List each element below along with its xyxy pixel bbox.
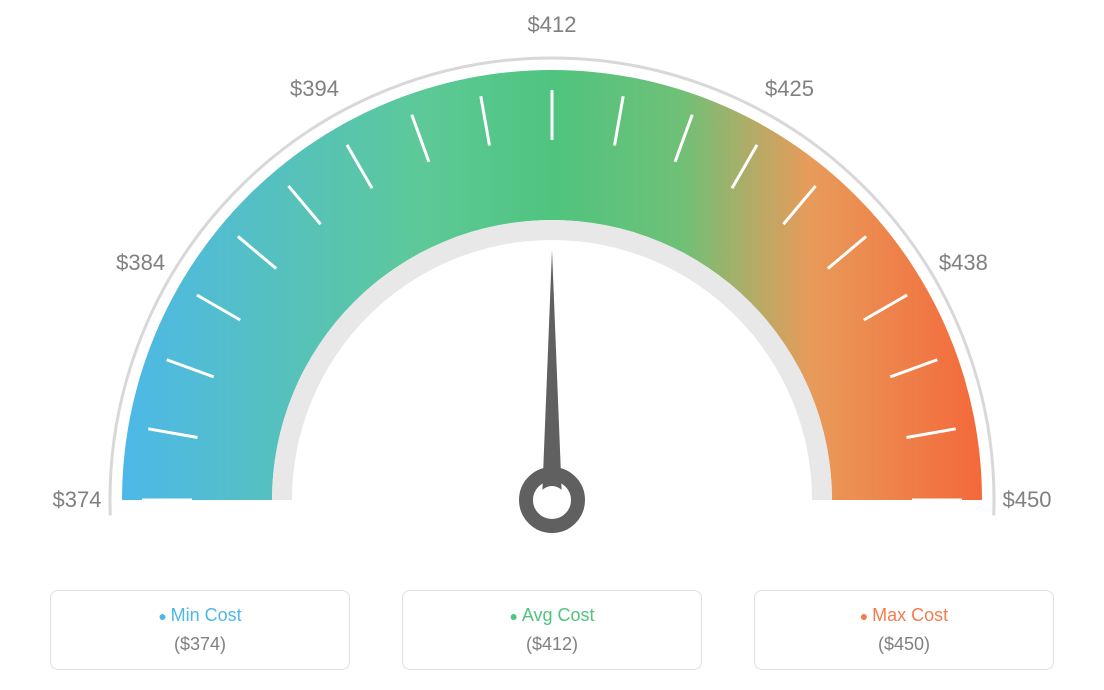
legend-min: Min Cost ($374) <box>50 590 350 670</box>
gauge-svg <box>0 0 1104 560</box>
legend-min-label: Min Cost <box>71 605 329 626</box>
legend-max: Max Cost ($450) <box>754 590 1054 670</box>
legend-avg-value: ($412) <box>423 634 681 655</box>
legend-min-value: ($374) <box>71 634 329 655</box>
legend-row: Min Cost ($374) Avg Cost ($412) Max Cost… <box>0 590 1104 670</box>
cost-gauge-widget: $374 $384 $394 $412 $425 $438 $450 Min Cost ($… <box>0 0 1104 690</box>
legend-max-value: ($450) <box>775 634 1033 655</box>
gauge-tick-label: $438 <box>939 250 988 276</box>
gauge-tick-label: $450 <box>1003 487 1052 513</box>
gauge-tick-label: $394 <box>290 76 339 102</box>
gauge-tick-label: $374 <box>53 487 102 513</box>
legend-avg-label: Avg Cost <box>423 605 681 626</box>
legend-max-label: Max Cost <box>775 605 1033 626</box>
gauge-chart: $374 $384 $394 $412 $425 $438 $450 <box>0 0 1104 560</box>
legend-avg: Avg Cost ($412) <box>402 590 702 670</box>
gauge-tick-label: $384 <box>116 250 165 276</box>
gauge-tick-label: $425 <box>765 76 814 102</box>
gauge-tick-label: $412 <box>528 12 577 38</box>
